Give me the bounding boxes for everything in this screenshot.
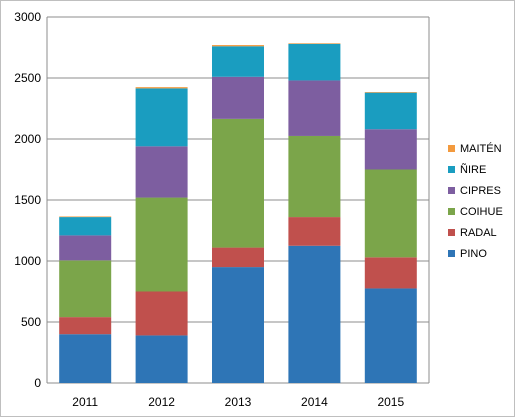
x-axis-tick-labels: 2011 2012 2013 2014 2015: [72, 395, 404, 409]
legend-entry: CIPRES: [448, 183, 512, 198]
bar-segment-cipres: [59, 235, 112, 261]
legend-label: COIHUE: [460, 205, 503, 218]
legend-swatch: [448, 166, 455, 173]
legend-label: ÑIRE: [460, 163, 487, 176]
legend-label: CIPRES: [460, 184, 501, 197]
bar-segment-cipres: [364, 129, 417, 170]
y-tick-label: 3000: [14, 10, 41, 24]
bar-segment-coihue: [212, 118, 264, 248]
axes: [46, 17, 430, 383]
bar-segment-maitén: [288, 43, 341, 44]
legend: MAITÉN ÑIRE CIPRES COIHUE RADAL PINO: [448, 141, 512, 261]
bar-segment-ñire: [364, 92, 417, 130]
bar-segment-pino: [364, 288, 417, 383]
x-tick-label: 2014: [301, 395, 328, 409]
y-tick-label: 2500: [14, 71, 41, 85]
y-axis-tick-labels: 0 500 1000 1500 2000 2500 3000: [14, 10, 41, 390]
x-tick-label: 2012: [148, 395, 175, 409]
bar-segment-cipres: [135, 146, 188, 198]
bar-segment-radal: [212, 247, 264, 268]
bar-segment-pino: [59, 334, 112, 383]
bar-segment-radal: [288, 217, 341, 246]
y-tick-label: 2000: [14, 132, 41, 146]
legend-entry: RADAL: [448, 225, 512, 240]
bar-segment-radal: [364, 257, 417, 289]
x-tick-label: 2011: [72, 395, 98, 409]
legend-swatch: [448, 145, 455, 152]
bar-segment-ñire: [212, 46, 264, 77]
legend-swatch: [448, 208, 455, 215]
legend-label: PINO: [460, 247, 487, 260]
bar-segment-radal: [59, 317, 112, 335]
legend-entry: COIHUE: [448, 204, 512, 219]
bar-segment-coihue: [288, 135, 341, 218]
bar-segment-ñire: [288, 43, 341, 81]
bar-segment-cipres: [212, 76, 264, 119]
bar-segment-coihue: [59, 260, 112, 318]
x-tick-label: 2015: [377, 395, 404, 409]
bars: [59, 43, 417, 383]
legend-entry: MAITÉN: [448, 141, 512, 156]
bar-segment-maitén: [59, 216, 112, 218]
legend-label: RADAL: [460, 226, 497, 239]
legend-entry: ÑIRE: [448, 162, 512, 177]
bar-segment-radal: [135, 291, 188, 336]
bar-segment-ñire: [135, 88, 188, 147]
legend-label: MAITÉN: [460, 142, 502, 155]
bar-segment-pino: [135, 335, 188, 383]
y-tick-label: 0: [34, 376, 41, 390]
y-tick-label: 1000: [14, 254, 41, 268]
legend-swatch: [448, 229, 455, 236]
bar-segment-maitén: [212, 45, 264, 47]
bar-segment-coihue: [135, 197, 188, 292]
bar-segment-pino: [212, 267, 264, 383]
bar-segment-coihue: [364, 169, 417, 258]
x-tick-label: 2013: [225, 395, 252, 409]
legend-swatch: [448, 187, 455, 194]
y-tick-label: 1500: [14, 193, 41, 207]
bar-segment-maitén: [135, 87, 188, 89]
bar-segment-cipres: [288, 80, 341, 136]
bar-segment-maitén: [364, 92, 417, 93]
legend-swatch: [448, 250, 455, 257]
bar-segment-pino: [288, 245, 341, 383]
y-tick-label: 500: [21, 315, 41, 329]
bar-segment-ñire: [59, 217, 112, 236]
legend-entry: PINO: [448, 246, 512, 261]
